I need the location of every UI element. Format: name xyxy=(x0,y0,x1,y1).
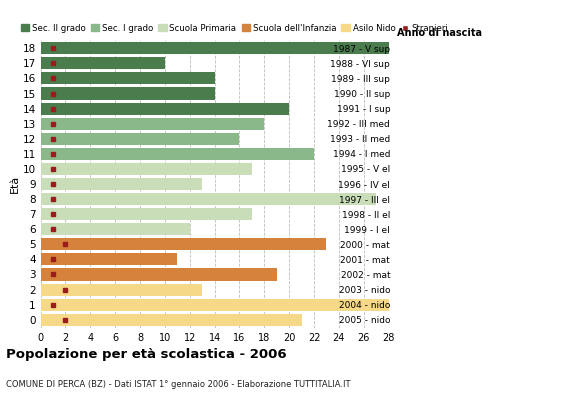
Bar xyxy=(41,133,240,145)
Bar xyxy=(41,72,215,84)
Bar xyxy=(41,223,190,235)
Y-axis label: Età: Età xyxy=(10,175,20,193)
Bar xyxy=(41,178,202,190)
Bar xyxy=(41,148,314,160)
Bar xyxy=(41,88,215,100)
Bar xyxy=(41,193,376,205)
Bar xyxy=(41,42,389,54)
Bar xyxy=(41,118,264,130)
Text: COMUNE DI PERCA (BZ) - Dati ISTAT 1° gennaio 2006 - Elaborazione TUTTITALIA.IT: COMUNE DI PERCA (BZ) - Dati ISTAT 1° gen… xyxy=(6,380,350,389)
Text: Popolazione per età scolastica - 2006: Popolazione per età scolastica - 2006 xyxy=(6,348,287,361)
Legend: Sec. II grado, Sec. I grado, Scuola Primaria, Scuola dell'Infanzia, Asilo Nido, : Sec. II grado, Sec. I grado, Scuola Prim… xyxy=(20,24,448,33)
Bar xyxy=(41,314,302,326)
Bar xyxy=(41,238,327,250)
Bar xyxy=(41,298,389,311)
Text: Anno di nascita: Anno di nascita xyxy=(397,28,483,38)
Bar xyxy=(41,284,202,296)
Bar xyxy=(41,208,252,220)
Bar xyxy=(41,253,177,266)
Bar xyxy=(41,57,165,70)
Bar xyxy=(41,163,252,175)
Bar xyxy=(41,268,277,280)
Bar xyxy=(41,102,289,115)
